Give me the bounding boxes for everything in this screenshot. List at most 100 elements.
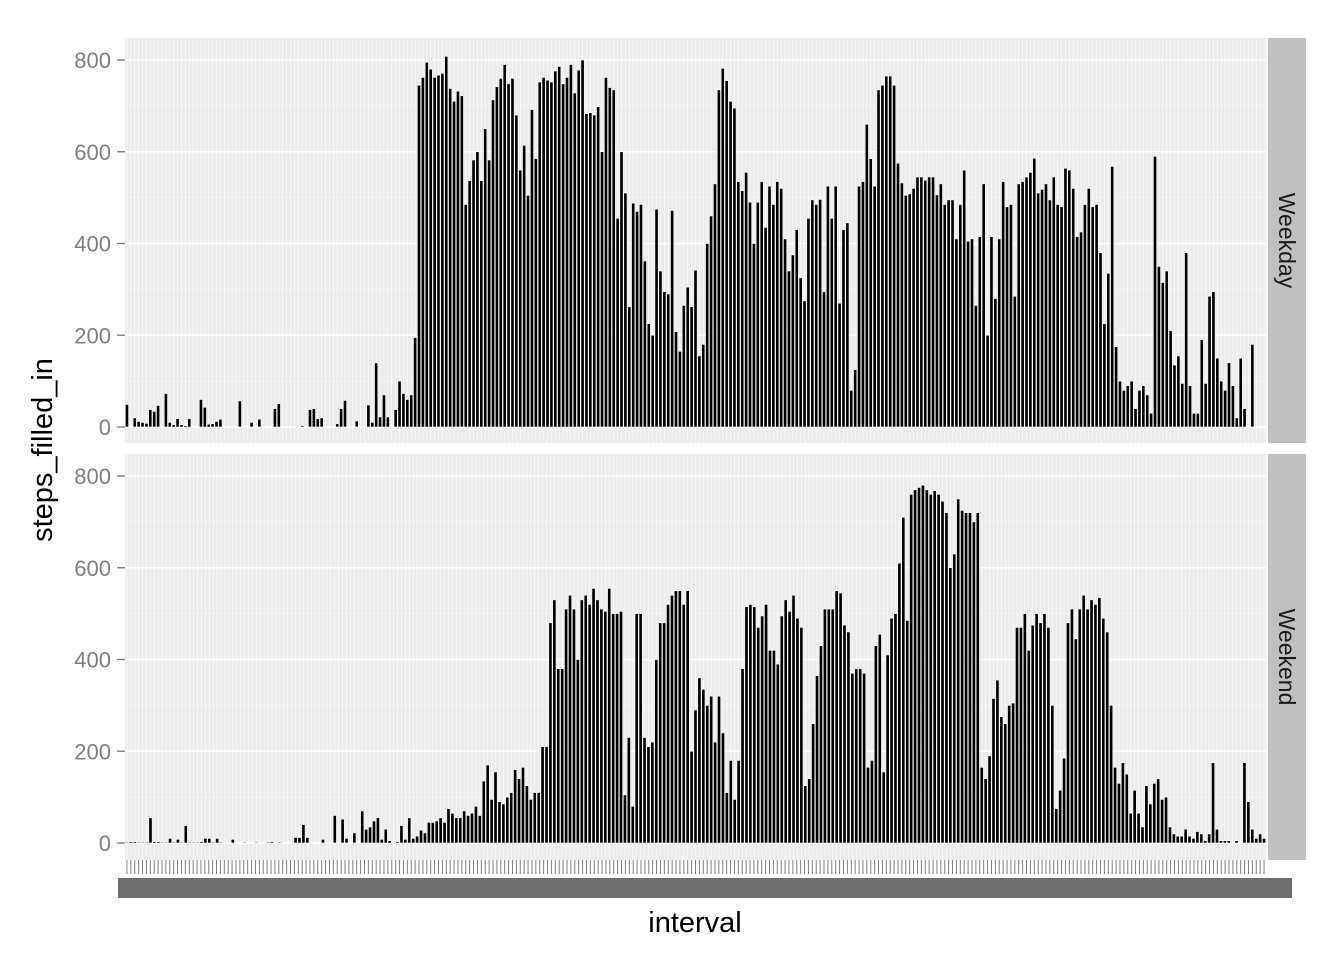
bar xyxy=(1105,631,1110,844)
bar xyxy=(522,145,527,428)
bar xyxy=(1156,266,1161,428)
bar xyxy=(728,760,733,844)
bar xyxy=(156,405,161,428)
bar xyxy=(799,627,804,844)
bar xyxy=(544,746,549,844)
bar xyxy=(830,608,835,844)
y-tick-label: 0 xyxy=(99,415,111,440)
bar xyxy=(1028,172,1033,428)
bar xyxy=(230,839,235,844)
bar xyxy=(477,815,482,844)
bar xyxy=(533,158,538,428)
bar xyxy=(693,269,698,428)
bar xyxy=(709,695,714,844)
bar xyxy=(838,592,843,844)
bar xyxy=(219,841,224,844)
bar xyxy=(1022,613,1027,844)
bar xyxy=(884,75,889,428)
bar xyxy=(1015,627,1019,844)
bar xyxy=(615,217,620,428)
bar xyxy=(1062,757,1067,844)
bar xyxy=(319,417,324,428)
bar xyxy=(530,109,534,428)
bar xyxy=(528,799,533,844)
bar xyxy=(242,841,247,844)
bar xyxy=(1160,799,1165,844)
bar xyxy=(1211,291,1216,428)
bar xyxy=(950,199,955,428)
y-tick-label: 400 xyxy=(74,648,111,673)
bar xyxy=(1011,702,1016,844)
bar xyxy=(206,423,211,428)
bar xyxy=(834,590,839,844)
bar xyxy=(740,668,745,844)
bar xyxy=(399,825,404,844)
bar xyxy=(783,599,788,844)
bar xyxy=(787,611,792,844)
bar xyxy=(853,369,858,428)
bar xyxy=(393,409,398,428)
bar xyxy=(383,828,388,844)
bar xyxy=(607,588,612,844)
bar xyxy=(798,277,803,428)
bar xyxy=(938,183,943,428)
bar xyxy=(257,418,262,428)
bar xyxy=(308,409,312,428)
bar xyxy=(207,838,212,844)
bar xyxy=(1024,176,1029,428)
bar xyxy=(697,677,702,844)
bar xyxy=(1034,613,1039,844)
bar xyxy=(794,229,799,428)
bar xyxy=(989,236,994,428)
bar xyxy=(677,351,682,428)
bar xyxy=(822,608,827,844)
bar xyxy=(254,841,259,844)
bar xyxy=(993,298,998,428)
bar xyxy=(360,810,365,844)
bar xyxy=(1250,344,1255,428)
bar xyxy=(501,803,506,844)
bar xyxy=(583,594,588,844)
bar xyxy=(450,812,455,844)
bar xyxy=(1118,380,1122,428)
bar xyxy=(568,64,573,428)
bar xyxy=(1160,282,1165,428)
bar xyxy=(387,840,392,844)
bar xyxy=(417,84,421,428)
bar xyxy=(1073,638,1078,844)
bar xyxy=(803,785,808,844)
bar xyxy=(1128,812,1133,844)
bar xyxy=(144,841,149,844)
bar xyxy=(622,794,627,844)
bar xyxy=(591,588,596,844)
bar xyxy=(981,183,986,428)
bar xyxy=(1114,346,1119,428)
bar xyxy=(467,180,472,428)
bar xyxy=(909,494,914,844)
bar xyxy=(132,841,137,844)
bar xyxy=(1246,801,1251,844)
bar xyxy=(332,815,337,844)
facet-strip-label: Weekend xyxy=(1274,609,1300,706)
bar xyxy=(646,323,651,428)
bar xyxy=(518,169,523,428)
bar xyxy=(462,810,467,844)
bar xyxy=(545,79,550,428)
bar xyxy=(670,594,674,844)
bar xyxy=(638,613,643,844)
bar xyxy=(199,841,204,844)
bar xyxy=(407,817,412,844)
x-axis-title: interval xyxy=(648,907,742,939)
bar xyxy=(650,334,655,428)
bar xyxy=(1032,157,1037,428)
bar xyxy=(977,236,982,428)
bar xyxy=(685,590,690,844)
facet-panel-weekend: 0 200 400 600 800 Weekend xyxy=(74,454,1306,860)
bar xyxy=(175,418,180,428)
bar xyxy=(481,780,486,844)
bar xyxy=(1195,831,1200,844)
bar xyxy=(881,771,886,844)
bar xyxy=(428,68,433,428)
bar xyxy=(720,67,725,428)
bar xyxy=(815,675,819,844)
